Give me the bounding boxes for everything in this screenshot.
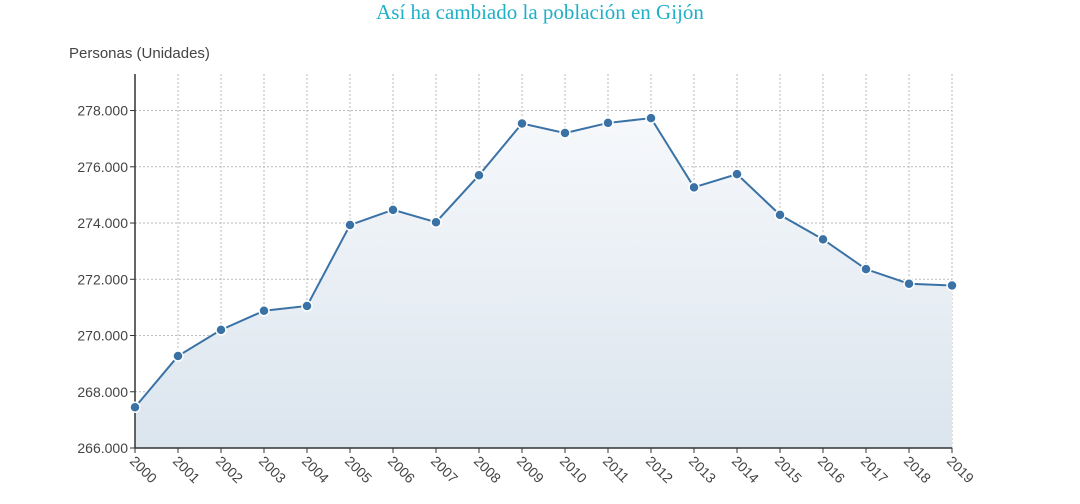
x-tick-label: 2006 bbox=[385, 453, 418, 486]
x-tick-label: 2014 bbox=[729, 453, 762, 486]
data-point bbox=[645, 112, 657, 124]
data-point bbox=[258, 305, 270, 317]
data-point bbox=[602, 117, 614, 129]
x-tick-label: 2011 bbox=[600, 453, 633, 486]
area-fill bbox=[135, 118, 952, 449]
data-point bbox=[387, 204, 399, 216]
x-tick-label: 2007 bbox=[428, 453, 461, 486]
data-point bbox=[946, 279, 958, 292]
data-point bbox=[559, 127, 571, 139]
series-line bbox=[134, 117, 953, 408]
x-tick-label: 2017 bbox=[858, 453, 891, 486]
y-tick-label: 270.000 bbox=[77, 328, 128, 344]
axes bbox=[130, 74, 953, 453]
data-point bbox=[172, 350, 184, 362]
area-path bbox=[135, 118, 952, 449]
y-tick-label: 274.000 bbox=[77, 215, 128, 231]
data-point bbox=[129, 401, 141, 413]
x-tick-label: 2003 bbox=[256, 453, 289, 486]
y-tick-label: 268.000 bbox=[77, 384, 128, 400]
x-tick-label: 2012 bbox=[643, 453, 676, 486]
x-tick-label: 2019 bbox=[944, 453, 977, 486]
x-tick-label: 2001 bbox=[170, 453, 203, 486]
data-points bbox=[129, 112, 958, 413]
data-point bbox=[516, 117, 528, 130]
x-tick-label: 2015 bbox=[772, 453, 805, 486]
data-point bbox=[344, 219, 356, 231]
x-tick-label: 2009 bbox=[514, 453, 547, 486]
x-tick-label: 2016 bbox=[815, 453, 848, 486]
y-tick-label: 266.000 bbox=[77, 440, 128, 456]
chart-title: Así ha cambiado la población en Gijón bbox=[376, 0, 704, 24]
x-tick-label: 2013 bbox=[686, 453, 719, 486]
x-ticks: 2000 2001 2002 2003 2004 2005 2006 2007 2008 2009… bbox=[127, 453, 977, 486]
data-point bbox=[903, 278, 915, 290]
data-point bbox=[473, 169, 485, 181]
data-point bbox=[301, 300, 313, 312]
x-tick-label: 2004 bbox=[299, 453, 332, 486]
x-tick-label: 2000 bbox=[127, 453, 160, 486]
x-tick-label: 2005 bbox=[342, 453, 375, 486]
data-point bbox=[774, 209, 786, 221]
y-ticks: 266.000 268.000 270.000 272.000 274.000 276.0… bbox=[77, 103, 128, 456]
data-point bbox=[430, 216, 442, 228]
data-point bbox=[215, 324, 227, 336]
x-tick-label: 2010 bbox=[557, 453, 590, 486]
y-tick-label: 278.000 bbox=[77, 103, 128, 119]
y-axis-label: Personas (Unidades) bbox=[69, 45, 210, 62]
x-tick-label: 2002 bbox=[213, 453, 246, 486]
y-tick-label: 272.000 bbox=[77, 271, 128, 287]
data-point bbox=[731, 168, 743, 180]
y-tick-label: 276.000 bbox=[77, 159, 128, 175]
series-polyline bbox=[134, 117, 953, 408]
x-tick-label: 2008 bbox=[471, 453, 504, 486]
x-tick-label: 2018 bbox=[901, 453, 934, 486]
data-point bbox=[688, 181, 700, 194]
data-point bbox=[817, 233, 829, 246]
data-point bbox=[860, 263, 872, 275]
